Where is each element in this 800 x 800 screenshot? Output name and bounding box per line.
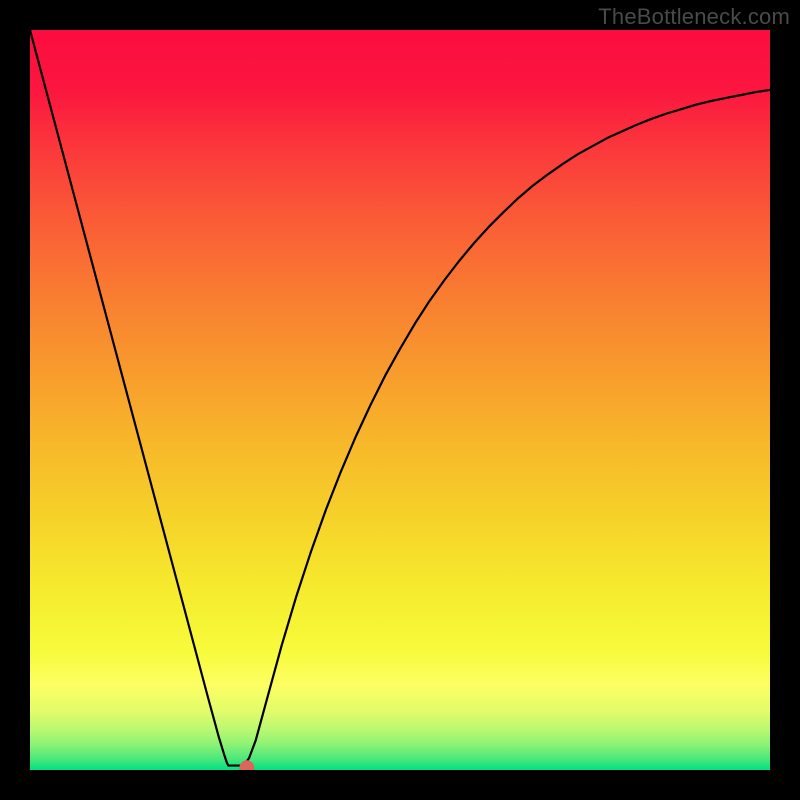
chart-frame: TheBottleneck.com bbox=[0, 0, 800, 800]
background-gradient bbox=[30, 30, 770, 770]
plot-area bbox=[30, 30, 770, 770]
chart-svg bbox=[30, 30, 770, 770]
watermark-text: TheBottleneck.com bbox=[598, 4, 790, 30]
